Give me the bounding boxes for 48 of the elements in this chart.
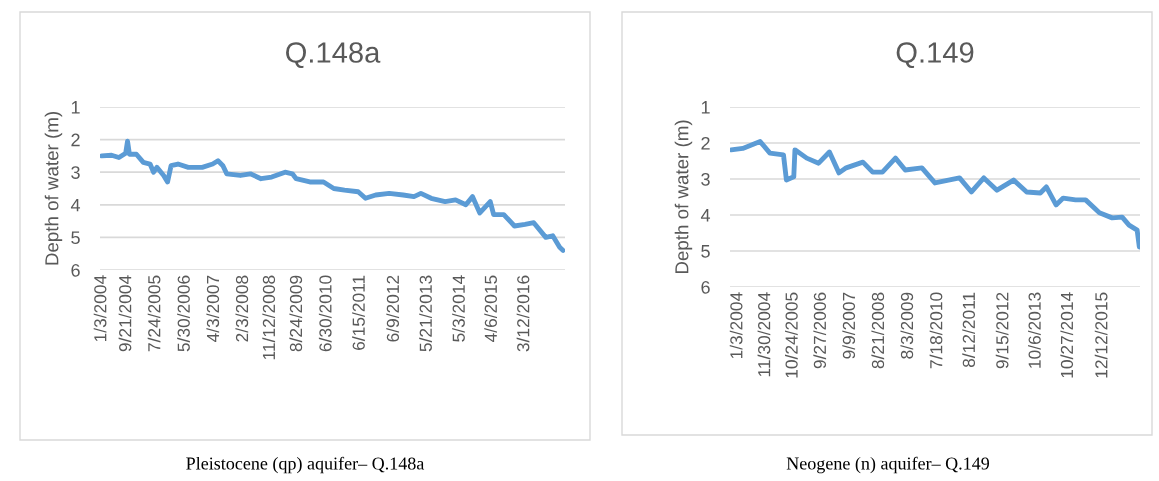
x-tick-label: 11/30/2004 [757, 292, 771, 377]
y-tick-label: 1 [71, 101, 80, 114]
x-tick-label: 10/24/2005 [785, 292, 798, 378]
x-tick-label: 5/30/2006 [177, 275, 190, 352]
y-tick-label: 3 [71, 166, 80, 179]
y-tick-label: 1 [701, 101, 710, 114]
x-tick-label: 8/21/2008 [871, 292, 885, 369]
x-tick-label: 8/3/2009 [900, 292, 914, 359]
y-tick-label: 4 [700, 209, 711, 222]
y-tick-label: 2 [71, 133, 80, 147]
x-tick-label: 6/15/2011 [352, 275, 365, 350]
x-tick-label: 7/24/2005 [147, 275, 161, 352]
y-axis-title: Depth of water (m) [674, 120, 693, 274]
y-tick-label: 2 [701, 136, 710, 150]
x-tick-label: 5/21/2013 [419, 275, 432, 352]
x-tick-label: 10/6/2013 [1028, 292, 1041, 368]
x-tick-label: 2/3/2008 [235, 275, 249, 342]
x-tick-label: 3/12/2016 [516, 275, 530, 352]
line-series [730, 139, 1140, 250]
x-tick-label: 1/3/2004 [729, 292, 743, 359]
y-tick-label: 5 [701, 245, 710, 258]
x-tick-label: 6/30/2010 [318, 275, 332, 352]
x-tick-label: 9/9/2007 [842, 292, 856, 359]
y-tick-label: 4 [70, 198, 81, 212]
y-tick-label: 3 [701, 172, 710, 186]
x-tick-label: 8/24/2009 [289, 275, 303, 352]
x-tick-label: 12/12/2015 [1094, 292, 1108, 378]
y-tick-label: 5 [71, 231, 80, 245]
y-tick-label: 6 [701, 280, 710, 294]
text: Pleistocene (qp) aquifer– Q.148a [186, 456, 425, 474]
x-tick-label: 10/27/2014 [1060, 292, 1074, 378]
x-tick-label: 11/12/2008 [262, 275, 276, 360]
x-tick-label: 5/3/2014 [452, 275, 465, 342]
x-tick-label: 9/15/2012 [995, 292, 1009, 369]
chart-title: Q.149 [896, 42, 974, 69]
x-tick-label: 8/12/2011 [962, 292, 976, 368]
x-tick-label: 4/6/2015 [484, 275, 497, 343]
chart-title: Q.148a [286, 42, 381, 69]
text: Neogene (n) aquifer– Q.149 [786, 456, 990, 474]
y-tick-label: 6 [71, 263, 80, 277]
line-series [100, 138, 565, 253]
y-axis-title: Depth of water (m) [44, 112, 63, 265]
x-tick-label: 1/3/2004 [93, 275, 107, 342]
x-tick-label: 9/21/2004 [118, 275, 132, 352]
x-tick-label: 7/18/2010 [929, 292, 943, 369]
x-tick-label: 9/27/2006 [813, 292, 827, 369]
x-tick-label: 4/3/2007 [206, 275, 220, 343]
x-tick-label: 6/9/2012 [386, 275, 400, 342]
